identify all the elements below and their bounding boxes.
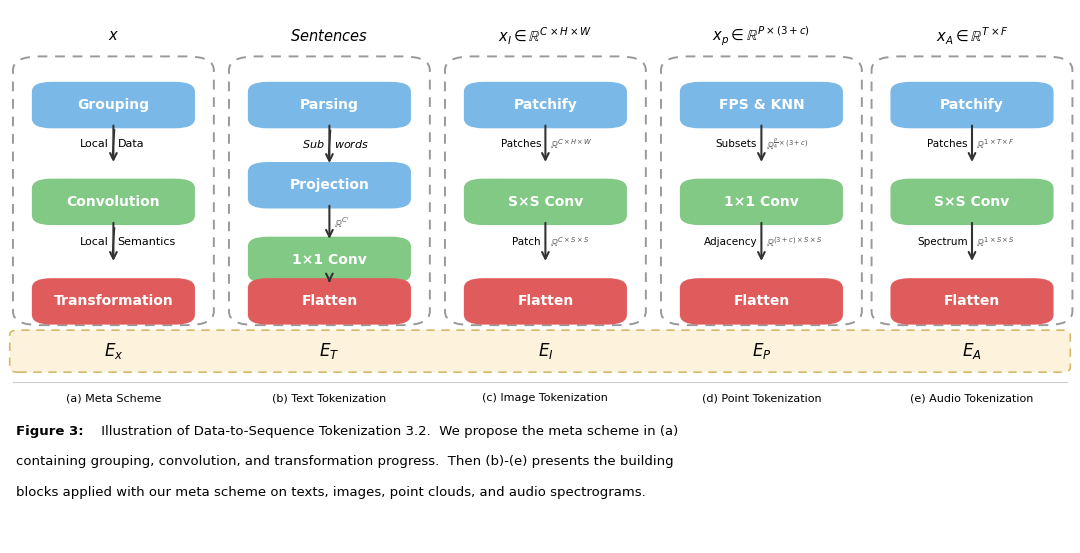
FancyBboxPatch shape (247, 237, 410, 283)
FancyBboxPatch shape (890, 82, 1054, 128)
Text: $\mathbb{R}^{1\times S\times S}$: $\mathbb{R}^{1\times S\times S}$ (976, 235, 1015, 249)
FancyBboxPatch shape (31, 82, 195, 128)
FancyBboxPatch shape (464, 278, 627, 325)
Text: Flatten: Flatten (517, 294, 573, 309)
Text: Patchify: Patchify (513, 98, 578, 112)
FancyBboxPatch shape (247, 82, 410, 128)
Text: $\mathbb{R}^{1\times T\times F}$: $\mathbb{R}^{1\times T\times F}$ (976, 137, 1015, 150)
Text: (e) Audio Tokenization: (e) Audio Tokenization (910, 393, 1034, 403)
Text: Patches: Patches (927, 139, 968, 149)
Text: Adjacency: Adjacency (703, 237, 757, 247)
Text: $\mathbb{R}^{C\times S\times S}$: $\mathbb{R}^{C\times S\times S}$ (550, 235, 589, 249)
Text: Illustration of Data-to-Sequence Tokenization 3.2.  We propose the meta scheme i: Illustration of Data-to-Sequence Tokeniz… (97, 425, 678, 438)
Text: (c) Image Tokenization: (c) Image Tokenization (483, 393, 608, 403)
FancyBboxPatch shape (31, 179, 195, 225)
FancyBboxPatch shape (890, 278, 1054, 325)
Text: Patch: Patch (512, 237, 541, 247)
Text: $\mathit{words}$: $\mathit{words}$ (334, 138, 369, 150)
Text: $\mathbb{R}^{\frac{P}{4}\times(3+c)}$: $\mathbb{R}^{\frac{P}{4}\times(3+c)}$ (766, 136, 809, 152)
Text: $x_A \in \mathbb{R}^{T\times F}$: $x_A \in \mathbb{R}^{T\times F}$ (935, 25, 1009, 46)
Text: Patchify: Patchify (940, 98, 1004, 112)
Text: Transformation: Transformation (54, 294, 173, 309)
Text: $x_I \in \mathbb{R}^{C\times H\times W}$: $x_I \in \mathbb{R}^{C\times H\times W}$ (498, 25, 593, 46)
FancyBboxPatch shape (247, 278, 410, 325)
FancyBboxPatch shape (247, 162, 410, 208)
FancyBboxPatch shape (10, 330, 1070, 372)
Text: containing grouping, convolution, and transformation progress.  Then (b)-(e) pre: containing grouping, convolution, and tr… (16, 455, 674, 468)
Text: Data: Data (118, 139, 145, 149)
Text: Figure 3:: Figure 3: (16, 425, 84, 438)
Text: 1×1 Conv: 1×1 Conv (724, 195, 799, 209)
FancyBboxPatch shape (464, 82, 627, 128)
Text: Flatten: Flatten (944, 294, 1000, 309)
Text: $E_T$: $E_T$ (320, 341, 339, 361)
Text: FPS & KNN: FPS & KNN (718, 98, 805, 112)
Text: Subsets: Subsets (716, 139, 757, 149)
Text: Spectrum: Spectrum (917, 237, 968, 247)
FancyBboxPatch shape (31, 278, 195, 325)
Text: Grouping: Grouping (78, 98, 149, 112)
Text: Local: Local (80, 237, 109, 247)
Text: Parsing: Parsing (300, 98, 359, 112)
FancyBboxPatch shape (464, 179, 627, 225)
Text: (d) Point Tokenization: (d) Point Tokenization (702, 393, 821, 403)
Text: $E_A$: $E_A$ (962, 341, 982, 361)
Text: Flatten: Flatten (733, 294, 789, 309)
Text: Local: Local (80, 139, 109, 149)
Text: $E_P$: $E_P$ (752, 341, 771, 361)
Text: $x$: $x$ (108, 28, 119, 44)
Text: Patches: Patches (501, 139, 541, 149)
Text: Flatten: Flatten (301, 294, 357, 309)
FancyBboxPatch shape (680, 82, 842, 128)
Text: (a) Meta Scheme: (a) Meta Scheme (66, 393, 161, 403)
FancyBboxPatch shape (680, 278, 842, 325)
Text: $\mathbb{R}^{C\times H\times W}$: $\mathbb{R}^{C\times H\times W}$ (550, 137, 593, 150)
Text: Convolution: Convolution (67, 195, 160, 209)
Text: S×S Conv: S×S Conv (508, 195, 583, 209)
Text: blocks applied with our meta scheme on texts, images, point clouds, and audio sp: blocks applied with our meta scheme on t… (16, 486, 646, 499)
Text: $\mathit{Sentences}$: $\mathit{Sentences}$ (291, 28, 368, 44)
Text: 1×1 Conv: 1×1 Conv (292, 253, 367, 267)
Text: Projection: Projection (289, 178, 369, 192)
Text: (b) Text Tokenization: (b) Text Tokenization (272, 393, 387, 403)
Text: Semantics: Semantics (118, 237, 176, 247)
FancyBboxPatch shape (890, 179, 1054, 225)
Text: S×S Conv: S×S Conv (934, 195, 1010, 209)
FancyBboxPatch shape (680, 179, 842, 225)
Text: $E_x$: $E_x$ (104, 341, 123, 361)
Text: $\mathbb{R}^{(3+c)\times S\times S}$: $\mathbb{R}^{(3+c)\times S\times S}$ (766, 235, 822, 249)
Text: $\mathbb{R}^{C^\prime}$: $\mathbb{R}^{C^\prime}$ (334, 215, 350, 229)
Text: $\mathit{Sub}$: $\mathit{Sub}$ (302, 138, 325, 150)
Text: $x_p \in \mathbb{R}^{P\times(3+c)}$: $x_p \in \mathbb{R}^{P\times(3+c)}$ (713, 24, 810, 48)
Text: $E_I$: $E_I$ (538, 341, 553, 361)
